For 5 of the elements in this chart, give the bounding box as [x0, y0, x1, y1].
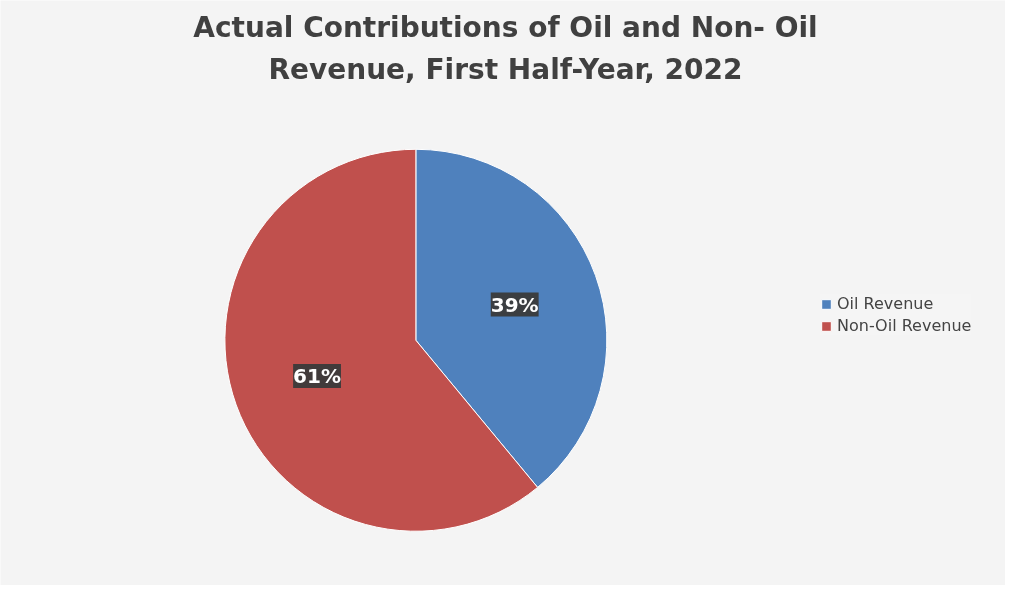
chart-title: Actual Contributions of Oil and Non- Oil Revenue, First Half-Year, 2022 [193, 10, 818, 87]
legend-label: Non-Oil Revenue [837, 316, 972, 335]
data-label: 39% [490, 292, 539, 317]
legend-label: Oil Revenue [837, 294, 934, 313]
data-label: 61% [293, 363, 341, 388]
